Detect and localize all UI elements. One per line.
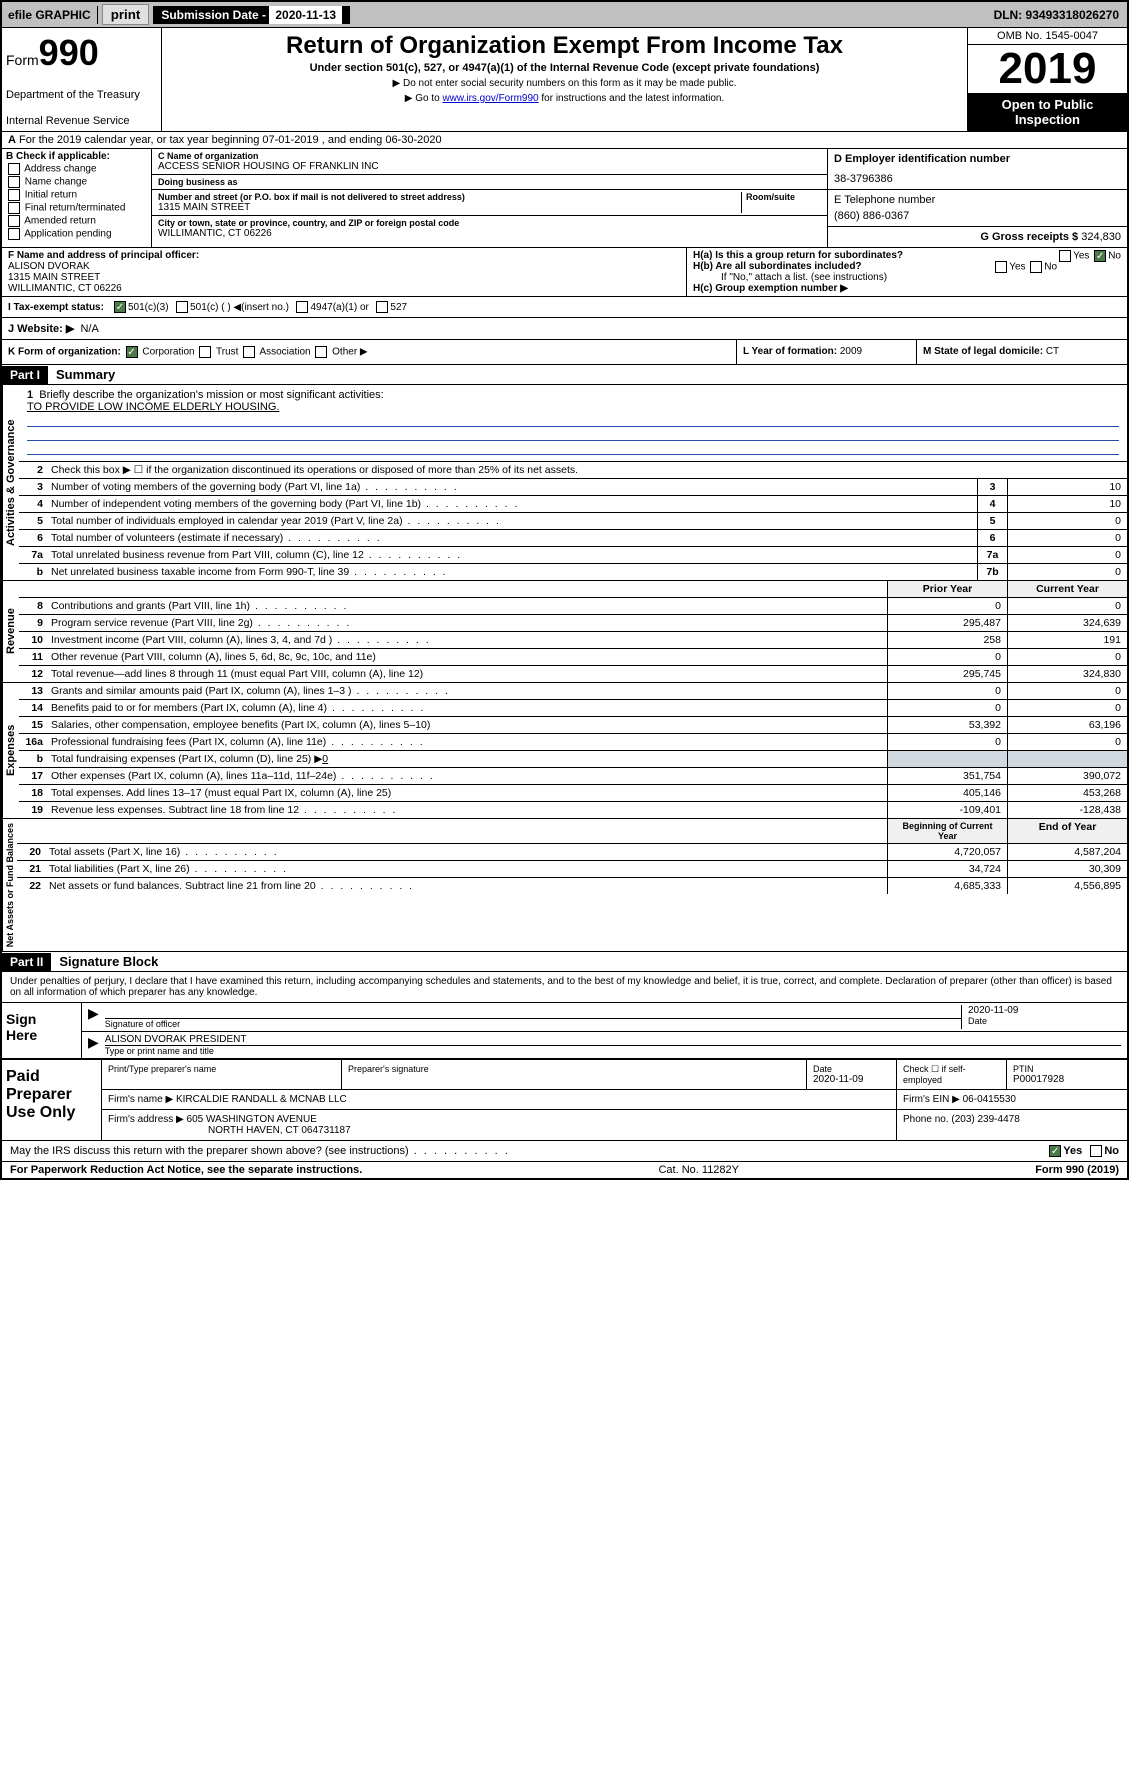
check-if-applicable: B Check if applicable: Address change Na… — [2, 149, 152, 247]
tax-year: 2019 — [968, 45, 1127, 93]
addr-change-check[interactable]: Address change — [6, 163, 147, 175]
sig-date: 2020-11-09 Date — [961, 1005, 1121, 1029]
dln-label: DLN: 93493318026270 — [986, 6, 1127, 24]
final-return-check[interactable]: Final return/terminated — [6, 202, 147, 214]
gross-value: 324,830 — [1081, 231, 1121, 243]
netassets-section: Net Assets or Fund Balances Beginning of… — [2, 819, 1127, 952]
sign-here-label: Sign Here — [2, 1003, 82, 1058]
org-info: C Name of organization ACCESS SENIOR HOU… — [152, 149, 827, 247]
form-number: Form990 — [6, 32, 157, 74]
firm-ein-cell: Firm's EIN ▶ 06-0415530 — [897, 1090, 1127, 1109]
tax-status-row: I Tax-exempt status: 501(c)(3) 501(c) ( … — [2, 297, 1127, 318]
org-name-cell: C Name of organization ACCESS SENIOR HOU… — [152, 149, 827, 175]
irs-label: Internal Revenue Service — [6, 115, 157, 127]
header-right: OMB No. 1545-0047 2019 Open to Public In… — [967, 28, 1127, 131]
form-note-2: ▶ Go to www.irs.gov/Form990 for instruct… — [170, 93, 959, 104]
discuss-row: May the IRS discuss this return with the… — [2, 1141, 1127, 1162]
top-bar: efile GRAPHIC print Submission Date - 20… — [2, 2, 1127, 28]
4947-check[interactable] — [296, 301, 308, 313]
other-check[interactable] — [315, 346, 327, 358]
arrow-icon: ▶ — [88, 1034, 99, 1056]
arrow-icon: ▶ — [88, 1005, 99, 1029]
self-emp-cell: Check ☐ if self-employed — [897, 1060, 1007, 1089]
prep-sig-cell: Preparer's signature — [342, 1060, 807, 1089]
org-name: ACCESS SENIOR HOUSING OF FRANKLIN INC — [158, 161, 821, 172]
mission-text: TO PROVIDE LOW INCOME ELDERLY HOUSING. — [27, 401, 279, 413]
phone-value: (860) 886-0367 — [834, 210, 1121, 222]
group-return: H(a) Is this a group return for subordin… — [687, 248, 1127, 296]
ein-value: 38-3796386 — [834, 173, 1121, 185]
perjury-note: Under penalties of perjury, I declare th… — [2, 972, 1127, 1002]
efile-label: efile GRAPHIC — [2, 6, 98, 24]
firm-addr-cell: Firm's address ▶ 605 WASHINGTON AVENUE N… — [102, 1110, 897, 1140]
governance-tab: Activities & Governance — [2, 385, 19, 580]
org-street: 1315 MAIN STREET — [158, 202, 741, 213]
form-990-page: efile GRAPHIC print Submission Date - 20… — [0, 0, 1129, 1180]
state-domicile: M State of legal domicile: CT — [917, 340, 1127, 364]
netassets-tab: Net Assets or Fund Balances — [2, 819, 17, 951]
org-city: WILLIMANTIC, CT 06226 — [158, 228, 821, 239]
header-left: Form990 Department of the Treasury Inter… — [2, 28, 162, 131]
revenue-tab: Revenue — [2, 581, 19, 682]
discuss-yes-check[interactable] — [1049, 1145, 1061, 1157]
amended-check[interactable]: Amended return — [6, 215, 147, 227]
ptin-cell: PTINP00017928 — [1007, 1060, 1127, 1089]
form-of-org: K Form of organization: Corporation Trus… — [2, 340, 737, 364]
phone-cell: E Telephone number (860) 886-0367 — [828, 190, 1127, 227]
year-formation: L Year of formation: 2009 — [737, 340, 917, 364]
part-1-header: Part I Summary — [2, 365, 1127, 385]
irs-link[interactable]: www.irs.gov/Form990 — [442, 93, 538, 104]
form-note-1: ▶ Do not enter social security numbers o… — [170, 78, 959, 89]
open-public-label: Open to Public Inspection — [968, 93, 1127, 131]
assoc-check[interactable] — [243, 346, 255, 358]
klm-row: K Form of organization: Corporation Trus… — [2, 340, 1127, 365]
initial-return-check[interactable]: Initial return — [6, 189, 147, 201]
dba-cell: Doing business as — [152, 175, 827, 190]
revenue-section: Revenue Prior YearCurrent Year 8Contribu… — [2, 581, 1127, 683]
governance-section: Activities & Governance 1 Briefly descri… — [2, 385, 1127, 581]
mission-block: 1 Briefly describe the organization's mi… — [19, 385, 1127, 462]
paid-preparer-label: Paid Preparer Use Only — [2, 1060, 102, 1140]
omb-number: OMB No. 1545-0047 — [968, 28, 1127, 45]
prep-date-cell: Date2020-11-09 — [807, 1060, 897, 1089]
print-button[interactable]: print — [102, 4, 150, 25]
section-bcde: B Check if applicable: Address change Na… — [2, 149, 1127, 248]
paid-preparer-section: Paid Preparer Use Only Print/Type prepar… — [2, 1059, 1127, 1141]
officer-name-field: ALISON DVORAK PRESIDENT Type or print na… — [105, 1034, 1121, 1056]
501c-check[interactable] — [176, 301, 188, 313]
header-center: Return of Organization Exempt From Incom… — [162, 28, 967, 131]
part-2-header: Part II Signature Block — [2, 952, 1127, 972]
501c3-check[interactable] — [114, 301, 126, 313]
principal-officer: F Name and address of principal officer:… — [2, 248, 687, 296]
form-subtitle: Under section 501(c), 527, or 4947(a)(1)… — [170, 62, 959, 74]
city-cell: City or town, state or province, country… — [152, 216, 827, 241]
period-row: A For the 2019 calendar year, or tax yea… — [2, 132, 1127, 149]
expenses-section: Expenses 13Grants and similar amounts pa… — [2, 683, 1127, 819]
form-title: Return of Organization Exempt From Incom… — [170, 32, 959, 60]
corp-check[interactable] — [126, 346, 138, 358]
527-check[interactable] — [376, 301, 388, 313]
form-header: Form990 Department of the Treasury Inter… — [2, 28, 1127, 132]
discuss-no-check[interactable] — [1090, 1145, 1102, 1157]
name-change-check[interactable]: Name change — [6, 176, 147, 188]
firm-phone-cell: Phone no. (203) 239-4478 — [897, 1110, 1127, 1140]
ein-cell: D Employer identification number 38-3796… — [828, 149, 1127, 190]
gross-cell: G Gross receipts $ 324,830 — [828, 227, 1127, 247]
app-pending-check[interactable]: Application pending — [6, 228, 147, 240]
submission-date-label: Submission Date - 2020-11-13 — [153, 6, 350, 24]
prep-name-cell: Print/Type preparer's name — [102, 1060, 342, 1089]
footer-row: For Paperwork Reduction Act Notice, see … — [2, 1162, 1127, 1178]
row-fh: F Name and address of principal officer:… — [2, 248, 1127, 297]
firm-name-cell: Firm's name ▶ KIRCALDIE RANDALL & MCNAB … — [102, 1090, 897, 1109]
officer-sig-field[interactable]: Signature of officer — [105, 1005, 961, 1029]
expenses-tab: Expenses — [2, 683, 19, 818]
street-cell: Number and street (or P.O. box if mail i… — [152, 190, 827, 216]
signature-section: Under penalties of perjury, I declare th… — [2, 972, 1127, 1059]
trust-check[interactable] — [199, 346, 211, 358]
right-info: D Employer identification number 38-3796… — [827, 149, 1127, 247]
website-row: J Website: ▶ N/A — [2, 318, 1127, 340]
dept-label: Department of the Treasury — [6, 89, 157, 101]
